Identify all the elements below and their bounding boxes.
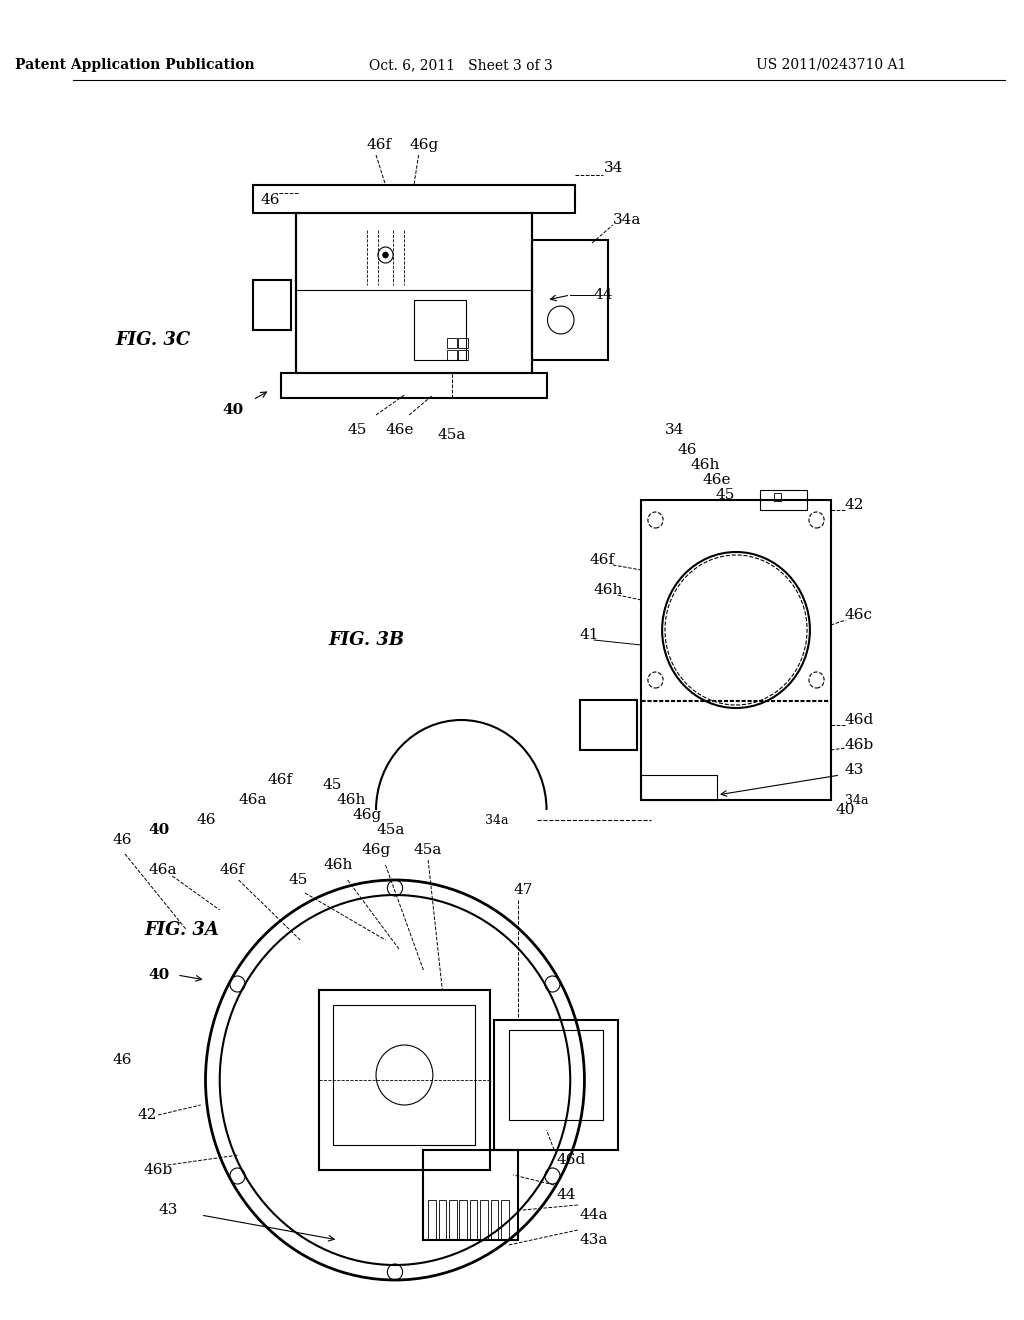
Text: FIG. 3C: FIG. 3C	[116, 331, 191, 348]
Text: 46: 46	[113, 833, 132, 847]
Text: 45a: 45a	[437, 428, 466, 442]
Text: 41: 41	[580, 628, 599, 642]
Text: 46f: 46f	[220, 863, 245, 876]
Circle shape	[383, 252, 388, 257]
Text: 46h: 46h	[324, 858, 353, 873]
Text: 46d: 46d	[845, 713, 874, 727]
Text: 45: 45	[347, 422, 367, 437]
Text: Oct. 6, 2011   Sheet 3 of 3: Oct. 6, 2011 Sheet 3 of 3	[370, 58, 553, 73]
Text: 34: 34	[603, 161, 623, 176]
Text: 45a: 45a	[414, 843, 442, 857]
Text: 46e: 46e	[385, 422, 414, 437]
Text: 42: 42	[137, 1107, 157, 1122]
Text: 44: 44	[594, 288, 613, 302]
Text: FIG. 3A: FIG. 3A	[144, 921, 219, 939]
Text: 46h: 46h	[336, 793, 366, 807]
Text: 46f: 46f	[589, 553, 614, 568]
Text: 45: 45	[715, 488, 734, 502]
Text: 46: 46	[260, 193, 280, 207]
Text: 46g: 46g	[352, 808, 382, 822]
Text: 46e: 46e	[702, 473, 731, 487]
Text: FIG. 3B: FIG. 3B	[329, 631, 404, 649]
Text: 43a: 43a	[580, 1233, 608, 1247]
Text: 46a: 46a	[148, 863, 177, 876]
Text: 46a: 46a	[239, 793, 267, 807]
Text: 46: 46	[113, 1053, 132, 1067]
Text: 46f: 46f	[267, 774, 292, 787]
Text: 44a: 44a	[580, 1208, 608, 1222]
Text: 42: 42	[845, 498, 864, 512]
Text: 40: 40	[836, 803, 855, 817]
Text: 45a: 45a	[376, 822, 404, 837]
Text: 47: 47	[513, 883, 532, 898]
Text: 46d: 46d	[556, 1152, 586, 1167]
Text: 46: 46	[196, 813, 215, 828]
Text: 34: 34	[665, 422, 684, 437]
Text: 40: 40	[222, 403, 244, 417]
Text: 46g: 46g	[361, 843, 391, 857]
Text: 34a: 34a	[612, 213, 641, 227]
Text: 40: 40	[148, 822, 170, 837]
Text: 44: 44	[556, 1188, 575, 1203]
Text: 46f: 46f	[367, 139, 392, 152]
Text: Patent Application Publication: Patent Application Publication	[14, 58, 254, 73]
Text: 46: 46	[677, 444, 696, 457]
Text: 46b: 46b	[144, 1163, 173, 1177]
Text: 34a: 34a	[845, 793, 868, 807]
Text: 46h: 46h	[594, 583, 624, 597]
Text: 43: 43	[158, 1203, 177, 1217]
Text: 40: 40	[148, 968, 170, 982]
Text: 46c: 46c	[845, 609, 872, 622]
Text: 45: 45	[289, 873, 308, 887]
Text: 45: 45	[322, 777, 341, 792]
Text: 34a: 34a	[485, 813, 509, 826]
Text: 46g: 46g	[410, 139, 438, 152]
Text: US 2011/0243710 A1: US 2011/0243710 A1	[756, 58, 906, 73]
Text: 46h: 46h	[690, 458, 720, 473]
Text: 46b: 46b	[845, 738, 874, 752]
Text: 43: 43	[845, 763, 864, 777]
